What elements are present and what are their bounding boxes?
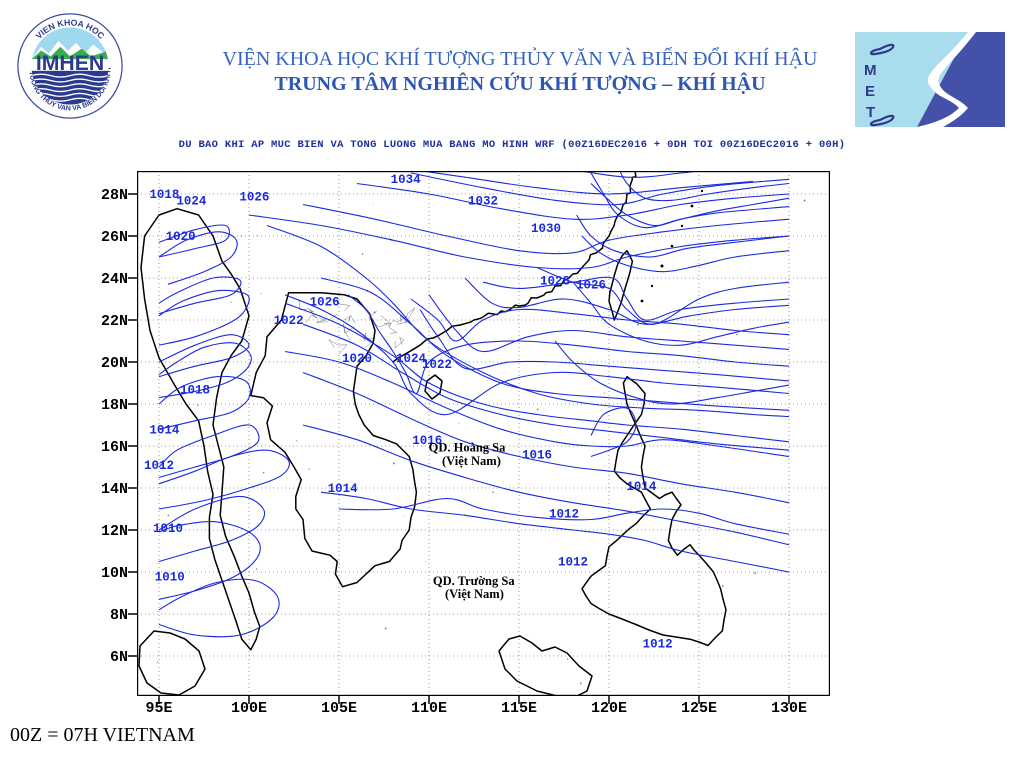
svg-text:(Việt Nam): (Việt Nam) [442, 454, 501, 468]
svg-text:1034: 1034 [391, 173, 422, 187]
svg-text:1010: 1010 [155, 570, 185, 584]
svg-text:(Việt Nam): (Việt Nam) [445, 587, 504, 601]
svg-text:1026: 1026 [576, 279, 606, 293]
svg-text:1012: 1012 [549, 507, 579, 521]
svg-text:1026: 1026 [239, 190, 269, 204]
svg-text:1022: 1022 [422, 358, 452, 372]
svg-text:1014: 1014 [328, 482, 359, 496]
svg-text:1018: 1018 [180, 384, 210, 398]
svg-text:1016: 1016 [522, 449, 552, 463]
svg-text:1026: 1026 [310, 295, 340, 309]
svg-text:QD. Hoàng Sa: QD. Hoàng Sa [429, 441, 507, 455]
svg-text:1022: 1022 [274, 314, 304, 328]
svg-text:1020: 1020 [342, 352, 372, 366]
svg-text:1012: 1012 [643, 638, 673, 652]
svg-text:1020: 1020 [166, 230, 196, 244]
svg-text:1014: 1014 [626, 480, 657, 494]
svg-text:1032: 1032 [468, 195, 498, 209]
svg-text:QD. Trường Sa: QD. Trường Sa [433, 574, 515, 588]
svg-text:1028: 1028 [540, 274, 570, 288]
svg-text:1024: 1024 [176, 195, 207, 209]
svg-text:1014: 1014 [149, 423, 180, 437]
svg-text:1010: 1010 [153, 522, 183, 536]
svg-text:1012: 1012 [144, 459, 174, 473]
svg-text:1012: 1012 [558, 556, 588, 570]
svg-text:1030: 1030 [531, 222, 561, 236]
svg-text:T: T [866, 104, 875, 121]
svg-text:1018: 1018 [149, 188, 179, 202]
